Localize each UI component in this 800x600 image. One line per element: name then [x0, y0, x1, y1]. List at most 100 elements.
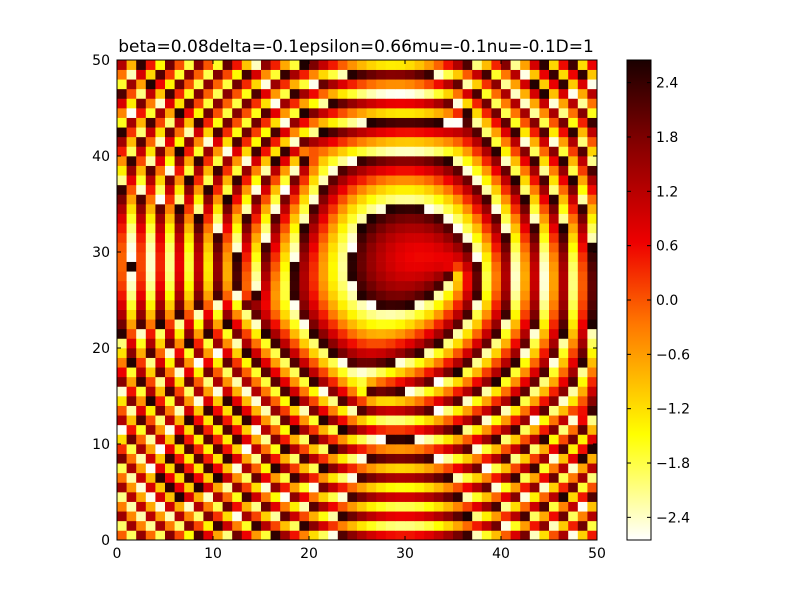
heatmap-cell: [261, 242, 271, 253]
heatmap-cell: [145, 309, 156, 320]
heatmap-cell: [481, 165, 492, 176]
heatmap-cell: [203, 204, 214, 214]
heatmap-cell: [539, 242, 550, 253]
heatmap-cell: [481, 530, 492, 541]
heatmap-cell: [126, 88, 137, 99]
heatmap-cell: [318, 88, 329, 99]
heatmap-cell: [203, 472, 214, 483]
heatmap-cell: [385, 88, 396, 99]
heatmap-cell: [529, 204, 540, 214]
heatmap-cell: [261, 444, 271, 454]
heatmap-cell: [366, 501, 377, 512]
heatmap-cell: [453, 232, 463, 243]
heatmap-cell: [193, 348, 204, 358]
heatmap-cell: [270, 194, 281, 205]
heatmap-cell: [462, 453, 473, 464]
heatmap-cell: [299, 290, 310, 301]
heatmap-cell: [414, 482, 425, 493]
heatmap-cell: [174, 136, 185, 147]
heatmap-cell: [405, 223, 415, 234]
heatmap-cell: [395, 472, 406, 483]
heatmap-cell: [270, 472, 281, 483]
heatmap-cell: [366, 232, 377, 243]
heatmap-cell: [453, 290, 463, 301]
heatmap-cell: [587, 472, 598, 483]
heatmap-cell: [251, 472, 262, 483]
heatmap-cell: [261, 213, 271, 224]
heatmap-cell: [145, 165, 156, 176]
heatmap-cell: [213, 309, 223, 320]
heatmap-cell: [405, 376, 415, 387]
heatmap-cell: [577, 232, 588, 243]
heatmap-cell: [549, 98, 559, 109]
heatmap-cell: [222, 156, 233, 166]
heatmap-cell: [395, 492, 406, 502]
heatmap-cell: [299, 415, 310, 426]
heatmap-cell: [395, 204, 406, 214]
heatmap-cell: [385, 319, 396, 330]
heatmap-cell: [414, 424, 425, 435]
heatmap-cell: [145, 88, 156, 99]
heatmap-cell: [424, 338, 435, 349]
heatmap-cell: [395, 60, 406, 70]
heatmap-cell: [299, 184, 310, 195]
heatmap-cell: [577, 88, 588, 99]
heatmap-cell: [481, 261, 492, 272]
heatmap-cell: [232, 252, 243, 262]
heatmap-cell: [174, 175, 185, 186]
heatmap-cell: [510, 367, 521, 378]
heatmap-cell: [155, 204, 166, 214]
heatmap-cell: [289, 117, 300, 128]
heatmap-cell: [328, 415, 339, 426]
heatmap-cell: [241, 175, 252, 186]
heatmap-cell: [414, 386, 425, 397]
heatmap-cell: [453, 60, 463, 70]
heatmap-cell: [337, 511, 348, 522]
heatmap-cell: [232, 415, 243, 426]
heatmap-cell: [510, 434, 521, 445]
heatmap-cell: [117, 338, 127, 349]
heatmap-cell: [587, 482, 598, 493]
heatmap-cell: [309, 396, 319, 406]
heatmap-cell: [184, 69, 195, 80]
heatmap-cell: [299, 424, 310, 435]
heatmap-cell: [568, 232, 579, 243]
heatmap-cell: [472, 232, 483, 243]
heatmap-cell: [366, 386, 377, 397]
heatmap-cell: [491, 396, 502, 406]
heatmap-cell: [395, 175, 406, 186]
heatmap-cell: [337, 444, 348, 454]
heatmap-cell: [213, 300, 223, 310]
heatmap-cell: [501, 319, 511, 330]
heatmap-cell: [203, 146, 214, 157]
heatmap-cell: [357, 396, 367, 406]
heatmap-cell: [251, 156, 262, 166]
heatmap-cell: [529, 79, 540, 90]
heatmap-cell: [155, 415, 166, 426]
heatmap-cell: [270, 511, 281, 522]
heatmap-cell: [261, 79, 271, 90]
heatmap-cell: [472, 252, 483, 262]
heatmap-cell: [184, 232, 195, 243]
heatmap-cell: [261, 223, 271, 234]
heatmap-cell: [328, 108, 339, 118]
heatmap-cell: [241, 223, 252, 234]
heatmap-cell: [261, 357, 271, 368]
heatmap-cell: [337, 424, 348, 435]
heatmap-cell: [395, 146, 406, 157]
heatmap-cell: [462, 300, 473, 310]
heatmap-cell: [213, 156, 223, 166]
heatmap-cell: [414, 376, 425, 387]
heatmap-cell: [357, 290, 367, 301]
heatmap-cell: [184, 309, 195, 320]
heatmap-cell: [539, 357, 550, 368]
heatmap-cell: [520, 194, 531, 205]
heatmap-cell: [337, 69, 348, 80]
heatmap-cell: [558, 396, 569, 406]
heatmap-cell: [184, 348, 195, 358]
heatmap-cell: [366, 444, 377, 454]
heatmap-cell: [261, 261, 271, 272]
heatmap-cell: [213, 501, 223, 512]
heatmap-cell: [241, 146, 252, 157]
heatmap-cell: [405, 424, 415, 435]
